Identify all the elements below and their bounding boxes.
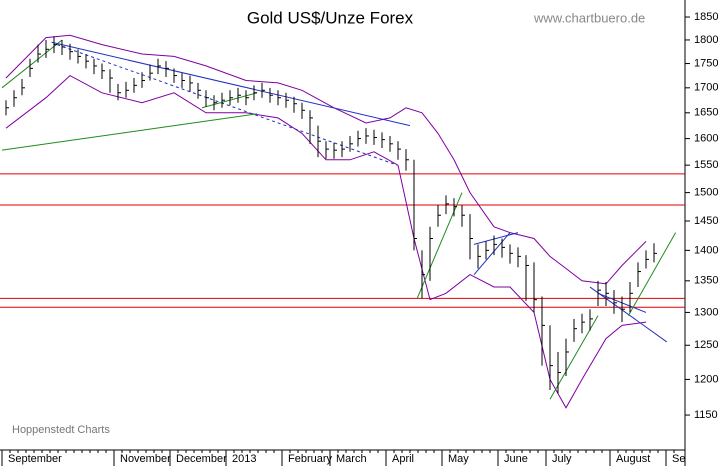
y-tick-label: 1200 <box>694 373 718 385</box>
x-tick-label: September <box>8 453 62 465</box>
y-tick-label: 1250 <box>694 339 718 351</box>
credit: Hoppenstedt Charts <box>12 424 110 436</box>
trend-line <box>1 113 258 151</box>
y-tick-label: 1150 <box>694 409 718 421</box>
y-tick-label: 1350 <box>694 275 718 287</box>
x-tick-label: May <box>448 453 469 465</box>
y-tick-label: 1500 <box>694 187 718 199</box>
trend-line <box>473 232 519 245</box>
x-tick-label: June <box>504 453 528 465</box>
x-tick-label: July <box>552 453 572 465</box>
bollinger-band <box>5 34 647 285</box>
x-tick-label: March <box>336 453 367 465</box>
y-tick-label: 1800 <box>694 34 718 46</box>
x-tick-label: April <box>392 453 414 465</box>
trend-line <box>57 44 398 166</box>
trend-line <box>1 39 63 89</box>
y-tick-label: 1400 <box>694 244 718 256</box>
x-tick-label: November <box>120 453 171 465</box>
y-tick-label: 1450 <box>694 215 718 227</box>
y-tick-label: 1300 <box>694 306 718 318</box>
x-tick-label: 2013 <box>232 453 256 465</box>
bollinger-band <box>5 74 647 409</box>
y-tick-label: 1700 <box>694 82 718 94</box>
source: www.chartbuero.de <box>533 10 645 25</box>
x-tick-label: December <box>176 453 227 465</box>
trend-line <box>473 232 511 275</box>
trend-line <box>51 41 411 127</box>
chart-title: Gold US$/Unze Forex <box>247 8 414 27</box>
trend-line <box>416 192 463 299</box>
x-tick-label: August <box>616 453 650 465</box>
y-tick-label: 1650 <box>694 107 718 119</box>
y-tick-label: 1550 <box>694 159 718 171</box>
trend-line <box>627 232 677 316</box>
y-tick-label: 1750 <box>694 57 718 69</box>
y-tick-label: 1600 <box>694 132 718 144</box>
x-tick-label: February <box>288 453 333 465</box>
trend-line <box>589 286 668 343</box>
y-tick-label: 1850 <box>694 11 718 23</box>
x-tick-label: Se <box>672 453 685 465</box>
